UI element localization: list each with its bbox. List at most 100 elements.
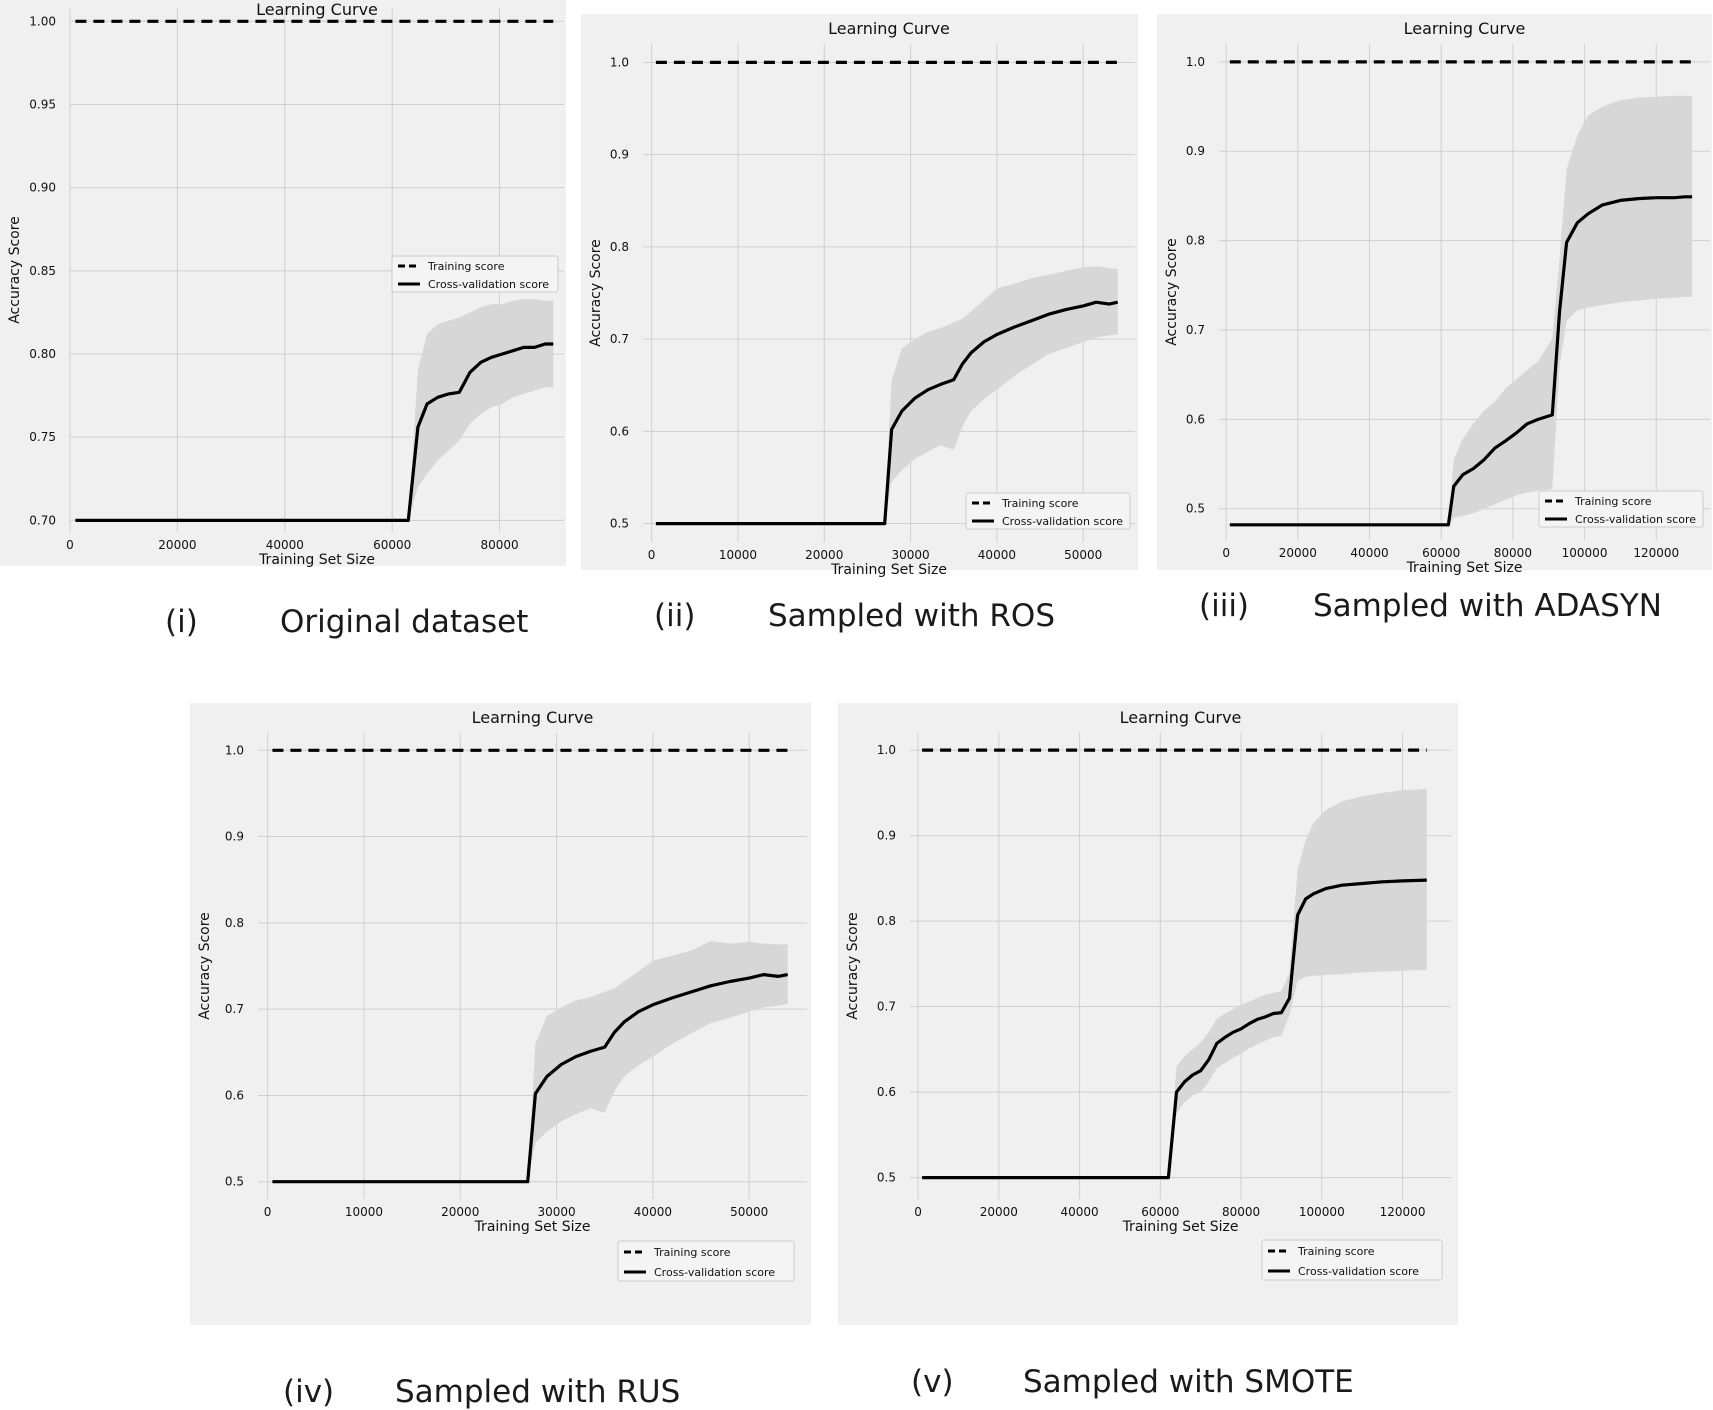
x-axis-label: Training Set Size — [1406, 560, 1523, 576]
legend-box — [617, 1240, 795, 1282]
caption-number: (iii) — [1199, 588, 1250, 624]
x-tick-label: 40000 — [634, 1205, 672, 1219]
x-axis-label: Training Set Size — [1122, 1219, 1239, 1235]
chart-panel-adasyn: 0 20000 40000 60000 80000 100000 120000 0.5 0.6 0… — [1157, 14, 1712, 576]
x-tick-label: 20000 — [158, 538, 196, 552]
y-tick-label: 0.9 — [225, 830, 244, 844]
x-axis-label: Training Set Size — [474, 1219, 591, 1235]
y-tick-label: 1.00 — [29, 14, 56, 28]
x-tick-label: 120000 — [1633, 546, 1679, 560]
legend: Training score Cross-validation score — [617, 1240, 795, 1282]
y-tick-label: 0.8 — [877, 914, 896, 928]
y-axis-label: Accuracy Score — [845, 912, 861, 1020]
legend: Training score Cross-validation score — [965, 492, 1131, 530]
x-tick-label: 80000 — [1222, 1205, 1260, 1219]
legend-cv-label: Cross-validation score — [428, 278, 549, 291]
y-tick-label: 0.8 — [610, 240, 629, 254]
y-axis-label: Accuracy Score — [1164, 238, 1180, 346]
x-tick-label: 0 — [66, 538, 74, 552]
chart-title: Learning Curve — [1120, 708, 1242, 727]
legend-box — [1538, 490, 1704, 528]
caption-number: (ii) — [654, 598, 696, 634]
chart-panel-rus: 0 10000 20000 30000 40000 50000 0.5 0.6 0.7 0.8 0.… — [190, 703, 811, 1325]
learning-curve-chart: 0 20000 40000 60000 80000 100000 120000 0.5 0.6 0… — [845, 708, 1451, 1281]
x-tick-label: 60000 — [1141, 1205, 1179, 1219]
x-tick-label: 20000 — [805, 548, 843, 562]
y-tick-label: 0.6 — [877, 1085, 896, 1099]
x-tick-label: 20000 — [980, 1205, 1018, 1219]
chart-title: Learning Curve — [1404, 19, 1526, 38]
x-tick-label: 30000 — [891, 548, 929, 562]
x-tick-label: 50000 — [1064, 548, 1102, 562]
y-tick-label: 0.6 — [225, 1088, 244, 1102]
cv-score-band — [75, 299, 554, 521]
x-tick-label: 80000 — [1494, 546, 1532, 560]
caption-text: Sampled with RUS — [395, 1374, 681, 1410]
learning-curve-chart: 0 20000 40000 60000 80000 0.70 0.75 0.80 0.85 0.9… — [7, 0, 564, 568]
y-tick-label: 0.6 — [1186, 412, 1205, 426]
legend: Training score Cross-validation score — [391, 255, 559, 293]
y-tick-label: 0.90 — [29, 181, 56, 195]
y-tick-label: 0.5 — [225, 1175, 244, 1189]
y-tick-label: 0.75 — [29, 430, 56, 444]
legend-training-label: Training score — [1574, 495, 1652, 508]
y-tick-label: 0.95 — [29, 97, 56, 111]
x-tick-label: 0 — [648, 548, 656, 562]
legend-cv-label: Cross-validation score — [654, 1266, 775, 1279]
x-tick-label: 50000 — [730, 1205, 768, 1219]
caption-text: Sampled with SMOTE — [1023, 1364, 1354, 1400]
y-axis-label: Accuracy Score — [197, 912, 213, 1020]
y-tick-label: 0.5 — [877, 1171, 896, 1185]
x-tick-label: 100000 — [1562, 546, 1608, 560]
legend-training-label: Training score — [1297, 1245, 1375, 1258]
chart-panel-original: 0 20000 40000 60000 80000 0.70 0.75 0.80 0.85 0.9… — [0, 0, 566, 568]
x-tick-label: 60000 — [373, 538, 411, 552]
legend-training-label: Training score — [653, 1246, 731, 1259]
learning-curve-chart: 0 20000 40000 60000 80000 100000 120000 0.5 0.6 0… — [1164, 19, 1710, 576]
y-tick-label: 0.7 — [1186, 323, 1205, 337]
y-tick-label: 1.0 — [610, 55, 629, 69]
y-tick-label: 1.0 — [877, 743, 896, 757]
learning-curve-chart: 0 10000 20000 30000 40000 50000 0.5 0.6 0.7 0.8 0.… — [197, 708, 807, 1282]
x-axis-label: Training Set Size — [258, 552, 375, 568]
legend-box — [391, 255, 559, 293]
cv-score-line — [922, 878, 1427, 1180]
x-tick-label: 100000 — [1299, 1205, 1345, 1219]
y-tick-label: 0.9 — [610, 148, 629, 162]
caption-number: (v) — [911, 1364, 954, 1400]
y-axis-label: Accuracy Score — [588, 239, 604, 347]
cv-score-line — [655, 300, 1119, 526]
y-tick-label: 0.85 — [29, 264, 56, 278]
legend-cv-label: Cross-validation score — [1298, 1265, 1419, 1278]
y-tick-label: 0.8 — [1186, 234, 1205, 248]
x-axis-label: Training Set Size — [830, 562, 947, 578]
y-tick-label: 0.80 — [29, 347, 56, 361]
chart-panel-smote: 0 20000 40000 60000 80000 100000 120000 0.5 0.6 0… — [838, 703, 1458, 1325]
x-tick-label: 10000 — [719, 548, 757, 562]
chart-panel-ros: 0 10000 20000 30000 40000 50000 0.5 0.6 0.7 0.8 0.… — [581, 14, 1138, 578]
y-tick-label: 0.5 — [610, 517, 629, 531]
legend-cv-label: Cross-validation score — [1002, 515, 1123, 528]
caption-number: (i) — [165, 604, 198, 640]
legend-training-label: Training score — [427, 260, 505, 273]
y-tick-label: 0.6 — [610, 424, 629, 438]
learning-curve-chart: 0 10000 20000 30000 40000 50000 0.5 0.6 0.7 0.8 0.… — [588, 19, 1135, 578]
x-tick-label: 0 — [914, 1205, 922, 1219]
x-tick-label: 20000 — [441, 1205, 479, 1219]
legend-box — [1261, 1239, 1443, 1281]
x-tick-label: 80000 — [480, 538, 518, 552]
y-tick-label: 1.0 — [1186, 55, 1205, 69]
chart-title: Learning Curve — [472, 708, 594, 727]
y-tick-label: 0.7 — [877, 1000, 896, 1014]
cv-score-band — [922, 788, 1427, 1178]
x-tick-label: 30000 — [537, 1205, 575, 1219]
legend: Training score Cross-validation score — [1538, 490, 1704, 528]
legend-cv-label: Cross-validation score — [1575, 513, 1696, 526]
y-tick-label: 0.70 — [29, 513, 56, 527]
x-tick-label: 40000 — [266, 538, 304, 552]
caption-text: Original dataset — [280, 604, 529, 640]
y-axis-label: Accuracy Score — [7, 216, 23, 324]
legend-box — [965, 492, 1131, 530]
x-tick-label: 40000 — [1350, 546, 1388, 560]
x-tick-label: 40000 — [978, 548, 1016, 562]
